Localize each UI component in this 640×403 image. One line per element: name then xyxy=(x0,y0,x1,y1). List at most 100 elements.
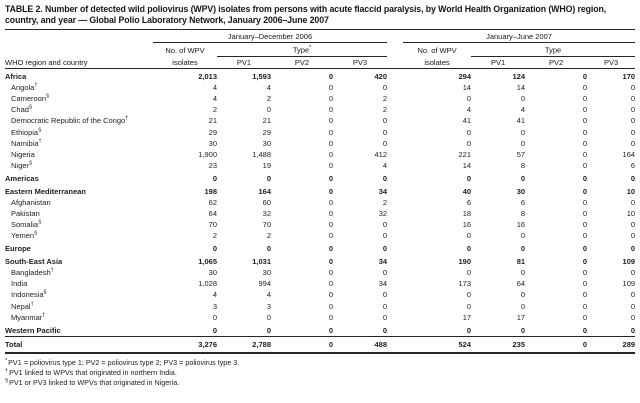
value-cell: 0 xyxy=(520,127,526,137)
country-row: Bangladesh† 30 30 0 0 0 0 0 0 xyxy=(5,267,635,278)
value-cell: 62 xyxy=(208,197,217,207)
value-cell: 4 xyxy=(212,290,217,300)
row-label-cell: Indonesia§ xyxy=(5,289,153,300)
value-cell: 0 xyxy=(630,231,636,241)
value-cell: 0 xyxy=(466,173,472,183)
isolates-header-2007-line2: isolates xyxy=(403,56,472,70)
country-row: Ethiopia§ 29 29 0 0 0 0 0 0 xyxy=(5,127,635,138)
value-cell: 0 xyxy=(266,244,271,254)
value-cell: 0 xyxy=(382,290,388,300)
gap-cell xyxy=(387,230,403,241)
gap-cell xyxy=(387,127,403,138)
value-cell: 0 xyxy=(271,335,333,355)
type-header-2007: Type xyxy=(471,42,636,57)
value-cell: 488 xyxy=(333,335,388,355)
value-cell: 3,276 xyxy=(153,335,217,355)
value-cell: 0 xyxy=(212,312,217,322)
value-cell: 17 xyxy=(462,312,472,322)
type-asterisk: * xyxy=(309,45,312,52)
value-cell: 0 xyxy=(520,173,526,183)
value-cell: 10 xyxy=(626,209,636,219)
pv2-header-2007: PV2 xyxy=(525,56,588,70)
value-cell: 0 xyxy=(466,268,472,278)
value-cell: 1,900 xyxy=(198,150,217,160)
value-cell: 198 xyxy=(204,186,217,196)
value-cell: 4 xyxy=(266,82,271,92)
value-cell: 294 xyxy=(458,71,472,81)
region-row: Europe 0 0 0 0 0 0 0 0 xyxy=(5,242,635,255)
value-cell: 0 xyxy=(328,105,333,115)
country-row: Democratic Republic of the Congo† 21 21 0 0 4… xyxy=(5,115,635,126)
value-cell: 0 xyxy=(520,268,526,278)
gap-cell xyxy=(387,138,403,149)
value-cell: 0 xyxy=(520,325,526,335)
row-label: Europe xyxy=(5,244,31,254)
value-cell: 8 xyxy=(520,209,526,219)
value-cell: 0 xyxy=(382,138,388,148)
value-cell: 0 xyxy=(328,220,333,230)
region-row: Americas 0 0 0 0 0 0 0 0 xyxy=(5,171,635,184)
value-cell: 6 xyxy=(466,197,472,207)
pv1-header-2007: PV1 xyxy=(471,56,526,70)
gap-cell xyxy=(387,184,403,197)
value-cell: 4 xyxy=(266,290,271,300)
value-cell: 0 xyxy=(582,256,588,266)
blank-cell xyxy=(5,43,153,57)
value-cell: 1,488 xyxy=(252,150,271,160)
value-cell: 4 xyxy=(382,161,388,171)
type-header-2006: Type* xyxy=(217,42,388,57)
value-cell: 0 xyxy=(466,290,472,300)
value-cell: 0 xyxy=(328,268,333,278)
value-cell: 30 xyxy=(262,138,271,148)
row-label-cell: Nigeria xyxy=(5,149,153,160)
value-cell: 0 xyxy=(328,116,333,126)
value-cell: 0 xyxy=(630,94,636,104)
gap-cell xyxy=(387,104,403,115)
value-cell: 3 xyxy=(266,301,271,311)
region-row: Western Pacific 0 0 0 0 0 0 0 0 xyxy=(5,323,635,336)
footnote-reference: § xyxy=(43,289,47,296)
value-cell: 0 xyxy=(630,325,636,335)
gap-cell xyxy=(387,301,403,312)
row-label-cell: Western Pacific xyxy=(5,323,153,336)
value-cell: 14 xyxy=(516,82,526,92)
value-cell: 0 xyxy=(382,82,388,92)
value-cell: 0 xyxy=(582,279,588,289)
footnote-text: PV1 = poliovirus type 1; PV2 = polioviru… xyxy=(8,358,240,368)
value-cell: 0 xyxy=(520,244,526,254)
gap-cell xyxy=(387,323,403,336)
value-cell: 0 xyxy=(630,301,636,311)
gap-cell xyxy=(387,335,404,355)
value-cell: 32 xyxy=(262,209,271,219)
gap-cell xyxy=(387,115,403,126)
footnote-marker: † xyxy=(5,367,9,374)
value-cell: 0 xyxy=(582,173,588,183)
value-cell: 994 xyxy=(258,279,271,289)
value-cell: 190 xyxy=(458,256,472,266)
country-row: Afghanistan 62 60 0 2 6 6 0 0 xyxy=(5,197,635,208)
value-cell: 109 xyxy=(622,256,636,266)
value-cell: 289 xyxy=(587,335,636,355)
type-label-2006: Type xyxy=(292,45,310,55)
row-label-cell: Myanmar† xyxy=(5,312,153,323)
value-cell: 0 xyxy=(525,335,588,355)
row-label: Cameroon xyxy=(11,94,47,104)
row-label-cell: Somalia§ xyxy=(5,219,153,230)
value-cell: 0 xyxy=(630,197,636,207)
country-row: Myanmar† 0 0 0 0 17 17 0 0 xyxy=(5,312,635,323)
value-cell: 164 xyxy=(622,150,636,160)
isolates-header-2007-line1: No. of WPV xyxy=(417,46,457,56)
value-cell: 30 xyxy=(208,268,217,278)
value-cell: 4 xyxy=(212,82,217,92)
row-label-cell: Bangladesh† xyxy=(5,267,153,278)
value-cell: 21 xyxy=(262,116,271,126)
value-cell: 30 xyxy=(262,268,271,278)
value-cell: 2 xyxy=(266,231,271,241)
value-cell: 0 xyxy=(466,138,472,148)
country-row: Niger§ 23 19 0 4 14 8 0 6 xyxy=(5,160,635,171)
row-label: Chad xyxy=(11,105,29,115)
value-cell: 0 xyxy=(630,290,636,300)
value-cell: 34 xyxy=(378,256,388,266)
pv3-header-2007: PV3 xyxy=(587,56,636,70)
value-cell: 0 xyxy=(466,325,472,335)
